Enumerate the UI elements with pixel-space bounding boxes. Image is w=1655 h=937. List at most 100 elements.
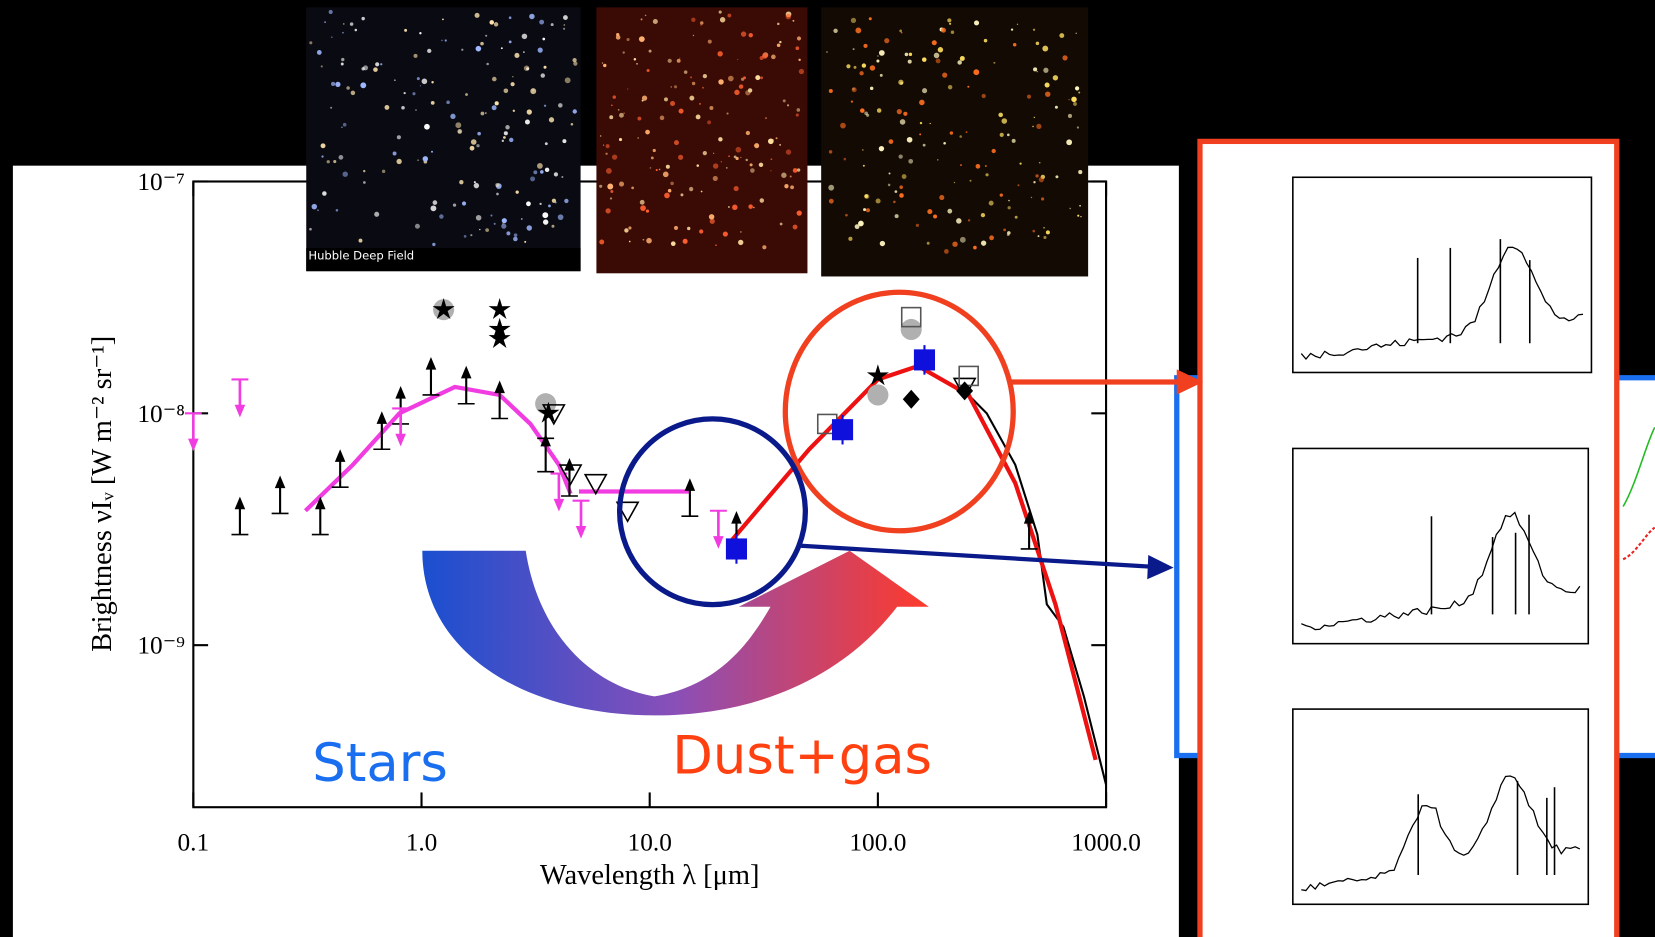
photo-speck [785, 13, 792, 20]
data-point [866, 364, 889, 386]
photo-speck [1001, 118, 1008, 124]
photo-speck [573, 61, 578, 66]
photo-speck [854, 224, 860, 230]
photo-speck [678, 108, 684, 114]
arrow-head [553, 498, 565, 512]
photo-speck [973, 69, 980, 76]
photo-speck [919, 133, 922, 136]
photo-speck [1043, 67, 1049, 73]
photo-speck [991, 148, 996, 154]
photo-speck [1066, 139, 1073, 146]
photo-speck [664, 97, 668, 102]
photo-speck [317, 209, 319, 212]
photo-speck [599, 239, 605, 245]
photo-speck [655, 168, 658, 172]
photo-speck [1014, 215, 1018, 219]
photo-speck [784, 184, 789, 189]
photo-speck [689, 95, 695, 101]
photo-speck [670, 181, 674, 186]
photo-speck [770, 170, 772, 172]
photo-speck [959, 135, 963, 138]
arrow-head [684, 478, 696, 491]
photo-speck [1036, 70, 1038, 73]
photo-speck [513, 236, 518, 242]
annotation: Dust+gas [672, 725, 932, 786]
photo-speck [513, 233, 518, 237]
x-tick-label: 0.1 [178, 828, 210, 856]
photo-speck [894, 190, 898, 193]
photo-speck [692, 34, 695, 37]
photo-speck [543, 104, 547, 107]
photo-speck [862, 164, 865, 167]
photo-speck [414, 223, 420, 229]
marker [488, 327, 511, 349]
photo-speck [776, 43, 781, 48]
photo-speck [779, 40, 782, 44]
photo-speck [702, 73, 708, 79]
photo-speck [486, 62, 489, 66]
photo-speck [718, 137, 723, 142]
photo-speck [662, 171, 669, 178]
photo-speck [999, 193, 1003, 197]
data-point [184, 412, 202, 452]
photo-speck [520, 218, 523, 220]
photo-speck [1011, 138, 1016, 143]
photo-speck [465, 93, 468, 96]
photo-speck [777, 22, 780, 26]
photo-speck [494, 101, 499, 106]
photo-speck [828, 184, 835, 191]
photo-speck [1033, 181, 1036, 184]
photo-speck [501, 223, 507, 229]
arrow-head [575, 525, 587, 539]
photo-speck [670, 241, 676, 247]
photo-speck [640, 18, 643, 21]
data-point [271, 475, 289, 515]
photo-speck [1068, 98, 1070, 101]
photo-speck [500, 47, 503, 50]
photo-speck [503, 136, 506, 139]
photo-speck [884, 38, 890, 44]
photo-speck [1071, 96, 1077, 103]
data-point [583, 473, 608, 496]
marker [558, 464, 583, 486]
photo-speck [1075, 32, 1077, 34]
photo-caption-bar [306, 247, 581, 272]
photo-speck [633, 57, 637, 61]
photo-speck [605, 152, 608, 155]
photo-speck [373, 67, 378, 72]
photo-speck [491, 105, 497, 111]
photo-speck [762, 245, 767, 250]
arrow-head [425, 356, 437, 370]
connector-head [1147, 555, 1174, 580]
photo-speck [876, 108, 882, 113]
photo-speck [667, 188, 672, 193]
photo-speck [452, 203, 457, 207]
photo-speck [441, 39, 443, 42]
photo-speck [470, 139, 477, 145]
photo-speck [967, 219, 971, 222]
photo-speck [676, 58, 681, 63]
photo-speck [700, 190, 703, 193]
photo-speck [947, 84, 953, 90]
photo-speck [544, 167, 550, 173]
photo-speck [864, 111, 868, 116]
photo-speck [636, 62, 638, 65]
mini-curve [1301, 511, 1581, 631]
photo-speck [699, 229, 704, 234]
photo-speck [605, 167, 612, 174]
photo-speck [485, 34, 488, 37]
photo-speck [551, 198, 557, 203]
photo-speck [461, 48, 464, 51]
data-point [558, 464, 583, 486]
photo-speck [1032, 125, 1034, 128]
photo-speck [1059, 33, 1065, 39]
photo-speck [551, 224, 555, 228]
connector [796, 543, 1151, 569]
photo-speck [1043, 226, 1045, 229]
photo-speck [798, 58, 801, 62]
photo-speck [879, 73, 883, 77]
photo-speck [470, 234, 473, 237]
photo-speck [642, 238, 645, 241]
photo-speck [510, 82, 515, 87]
x-tick-label: 1000.0 [1071, 828, 1141, 856]
